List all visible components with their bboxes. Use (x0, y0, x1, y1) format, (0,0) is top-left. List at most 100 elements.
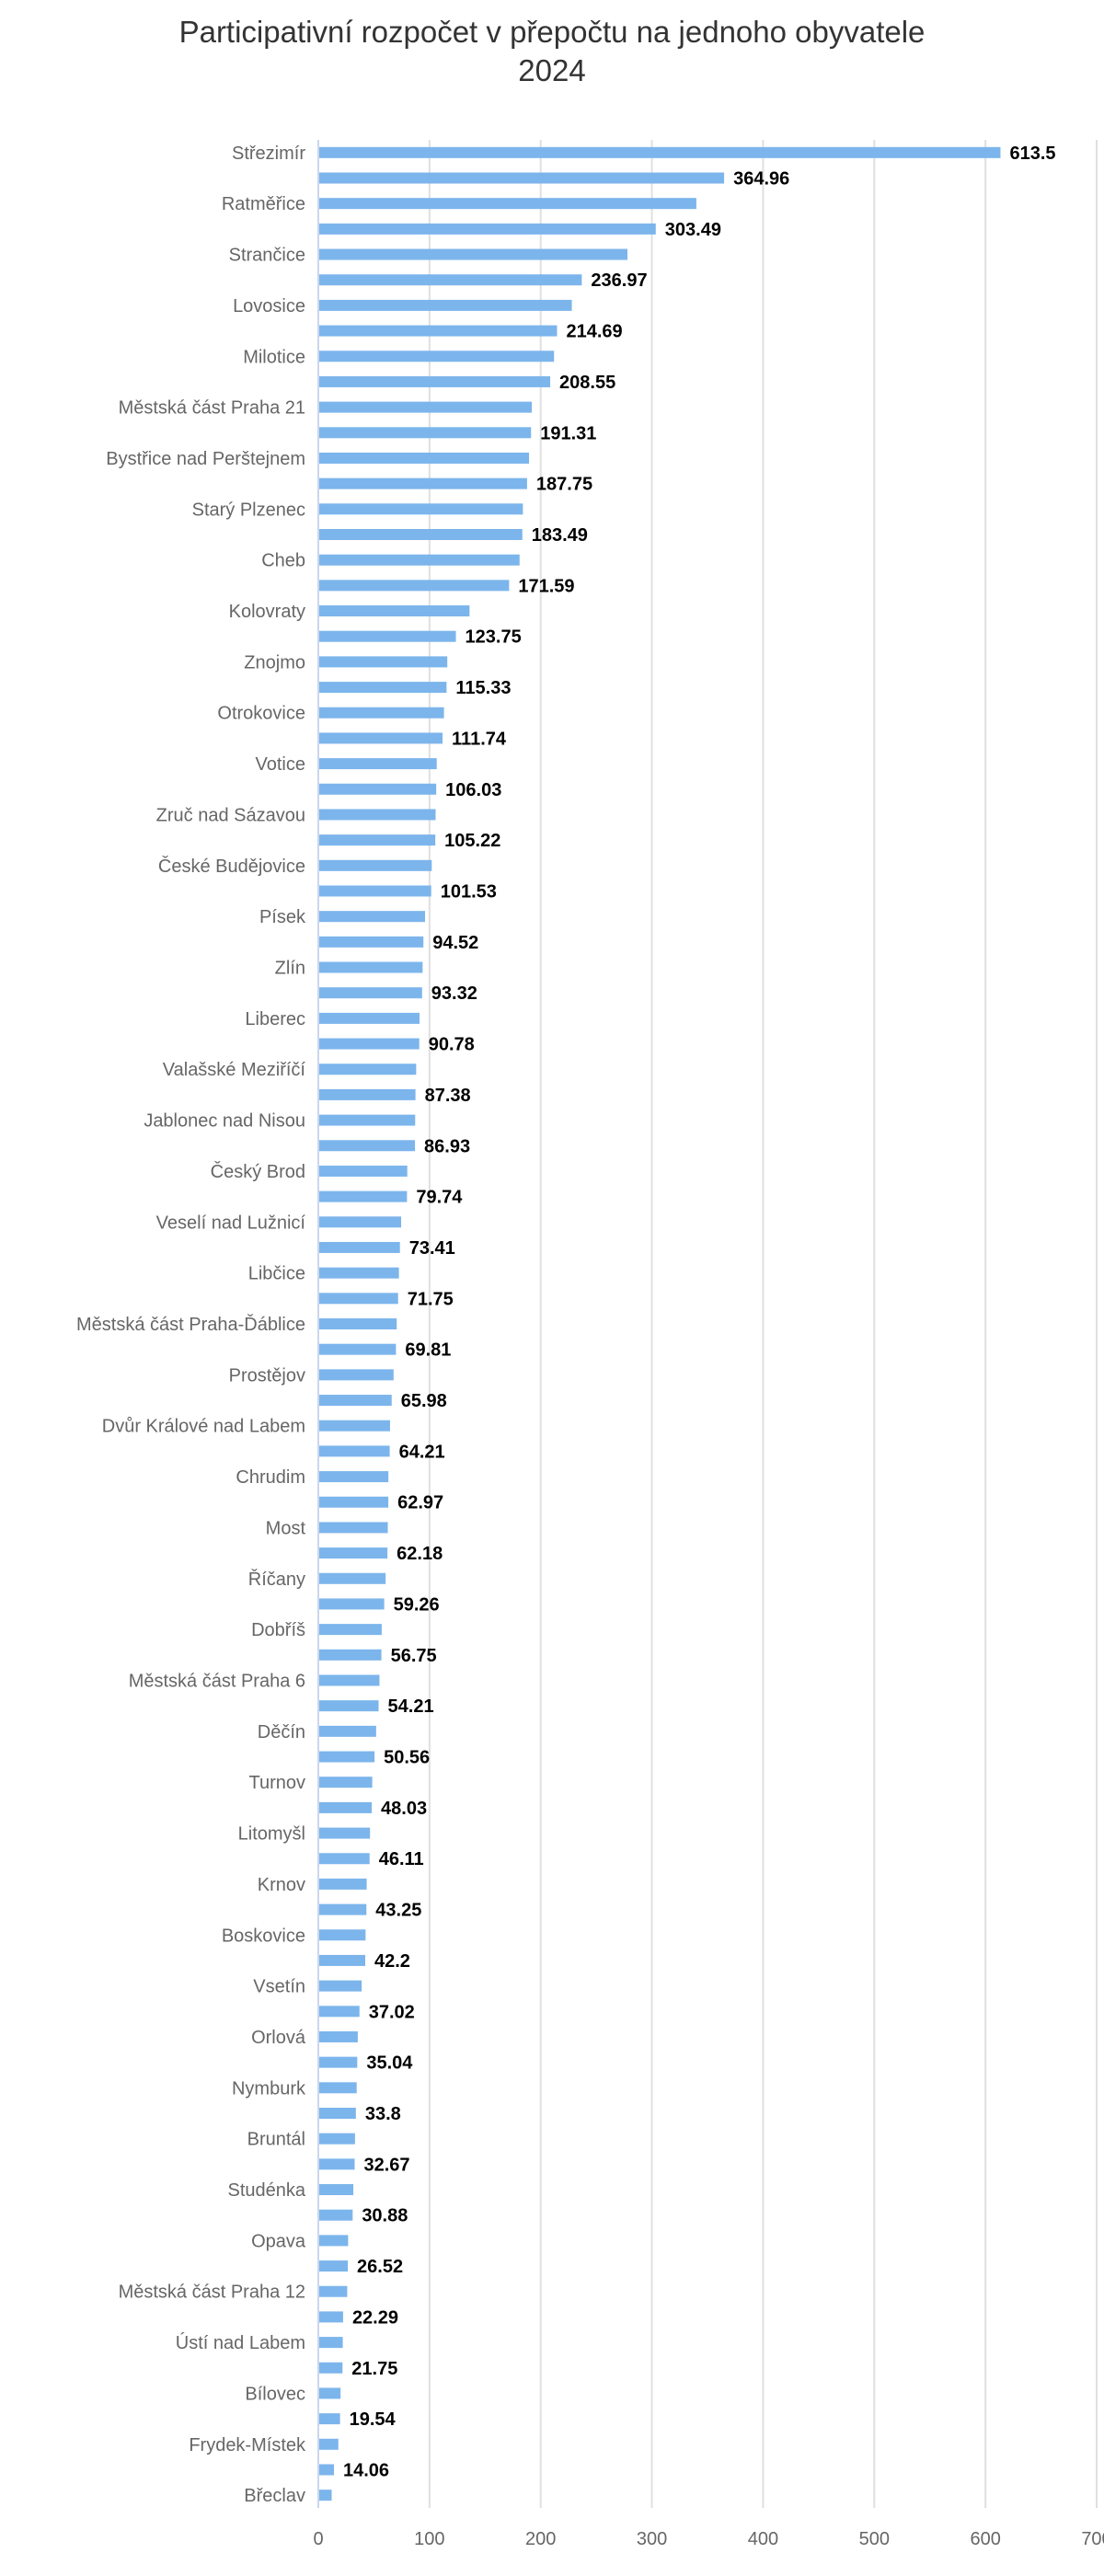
bar (319, 911, 426, 923)
data-label: 73.41 (409, 1238, 455, 1259)
category-label: Bystřice nad Perštejnem (106, 449, 305, 469)
category-label: Boskovice (222, 1926, 305, 1946)
category-label: Starý Plzenec (192, 500, 305, 520)
category-label: Městská část Praha 6 (129, 1671, 305, 1691)
bar (319, 1318, 397, 1329)
bar (319, 809, 436, 821)
bar (319, 2490, 332, 2501)
chart-title: Participativní rozpočet v přepočtu na je… (0, 13, 1104, 90)
category-label: Veselí nad Lužnicí (156, 1213, 306, 1233)
category-label: Český Brod (211, 1161, 305, 1182)
data-label: 208.55 (559, 373, 615, 393)
bar (319, 1369, 394, 1381)
data-label: 48.03 (381, 1799, 427, 1819)
bar (319, 1012, 420, 1024)
bar (319, 1878, 367, 1890)
category-label: Prostějov (229, 1365, 305, 1386)
bar (319, 1064, 417, 1075)
data-label: 236.97 (591, 270, 647, 291)
x-tick-label: 400 (748, 2529, 778, 2549)
data-label: 111.74 (452, 729, 507, 749)
data-label: 33.8 (365, 2104, 401, 2124)
data-label: 71.75 (408, 1289, 454, 1309)
bar (319, 172, 725, 184)
bar (319, 274, 582, 286)
bar (319, 2337, 343, 2349)
data-label: 22.29 (352, 2307, 398, 2328)
data-label: 90.78 (429, 1035, 475, 1055)
data-label: 191.31 (540, 423, 596, 443)
data-label: 187.75 (536, 475, 592, 495)
category-labels: Střezimír Ratměřice Strančice Lovosice Milot… (76, 144, 306, 2506)
bar (319, 1496, 389, 1508)
bar (319, 1853, 370, 1865)
category-label: Frydek-Místek (189, 2435, 306, 2455)
bar (319, 2464, 334, 2476)
bar (319, 1190, 408, 1202)
bar (319, 2209, 353, 2221)
bar (319, 834, 436, 846)
bar (319, 1140, 416, 1152)
bar (319, 503, 523, 515)
data-label: 14.06 (343, 2460, 389, 2480)
bar (319, 2413, 340, 2425)
bar (319, 1777, 373, 1788)
x-tick-label: 700 (1081, 2529, 1104, 2549)
bar (319, 656, 448, 668)
bar (319, 732, 443, 744)
data-label: 19.54 (350, 2409, 397, 2430)
bar (319, 859, 432, 871)
category-label: Písek (259, 907, 306, 927)
bar (319, 299, 572, 311)
x-tick-label: 100 (414, 2529, 444, 2549)
category-label: Dvůr Králové nad Labem (102, 1417, 305, 1437)
bar (319, 554, 520, 566)
data-label: 303.49 (665, 220, 721, 240)
data-label: 26.52 (357, 2257, 403, 2277)
bar (319, 1929, 366, 1941)
data-label: 106.03 (445, 780, 501, 800)
bar (319, 401, 533, 413)
data-label: 364.96 (733, 169, 789, 190)
data-label: 79.74 (416, 1188, 463, 1208)
bar (319, 1038, 420, 1050)
data-label: 86.93 (424, 1136, 470, 1156)
bar (319, 2184, 354, 2196)
category-label: Krnov (258, 1875, 305, 1895)
category-label: Opava (251, 2231, 306, 2251)
bar (319, 1165, 408, 1177)
data-label: 54.21 (388, 1696, 434, 1717)
bar (319, 2056, 358, 2068)
x-tick-label: 200 (525, 2529, 556, 2549)
data-label: 87.38 (425, 1086, 471, 1106)
bar (319, 529, 523, 540)
bar (319, 605, 470, 617)
bar (319, 2387, 341, 2399)
bar (319, 1572, 386, 1584)
category-label: Břeclav (244, 2486, 305, 2506)
bar (319, 325, 558, 337)
data-label: 69.81 (405, 1340, 451, 1361)
bar (319, 1954, 366, 1966)
data-label: 115.33 (455, 678, 511, 698)
bar (319, 2235, 349, 2247)
data-label: 62.18 (397, 1544, 443, 1564)
bar (319, 987, 422, 999)
bar (319, 885, 431, 897)
category-label: Studénka (227, 2180, 305, 2201)
bar (319, 477, 527, 489)
bar (319, 758, 437, 770)
bar (319, 1522, 388, 1534)
data-label: 42.2 (374, 1951, 410, 1972)
data-label: 21.75 (351, 2359, 397, 2379)
category-label: Orlová (251, 2028, 306, 2048)
bar (319, 223, 656, 235)
bar (319, 961, 423, 973)
data-label: 123.75 (466, 627, 522, 648)
category-label: Říčany (248, 1569, 305, 1590)
bar (319, 248, 627, 260)
bar (319, 1725, 376, 1737)
category-label: Městská část Praha 12 (119, 2283, 305, 2303)
data-label: 37.02 (369, 2002, 415, 2022)
